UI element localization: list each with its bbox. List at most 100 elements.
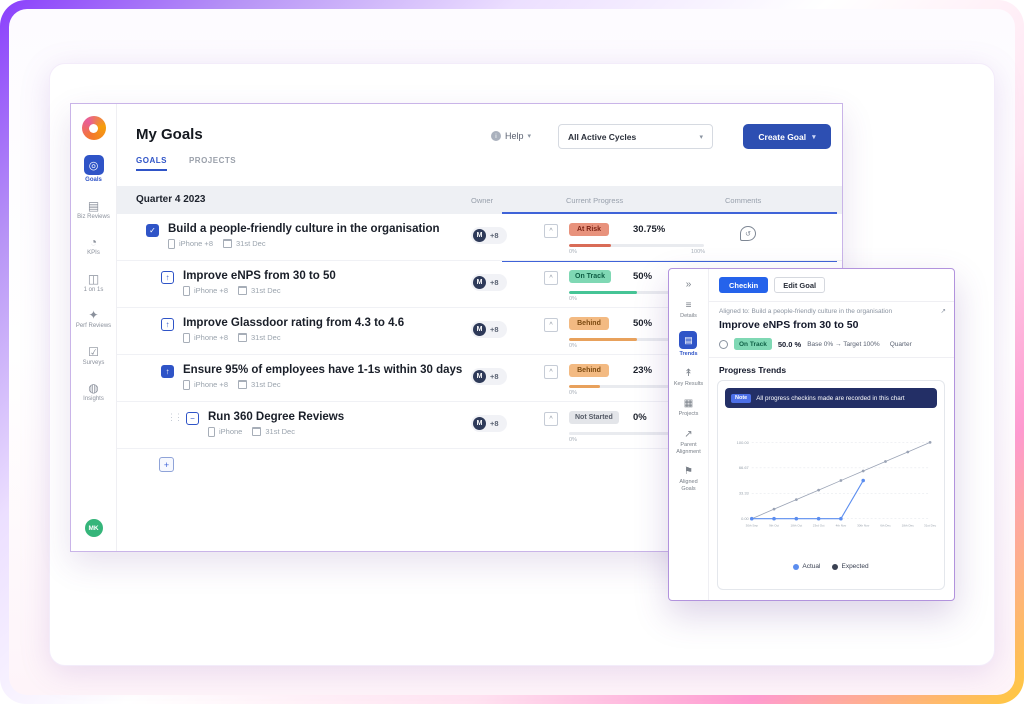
aligned-to-text[interactable]: Aligned to: Build a people-friendly cult… (719, 308, 892, 315)
sidebar-item-label: Perf Reviews (76, 323, 111, 331)
sidebar-item-goals[interactable]: ◎ Goals (71, 155, 116, 185)
rail-item-trends[interactable]: ▤ Trends (679, 331, 697, 358)
goal-meta-row: On Track 50.0 % Base 0% → Target 100% Qu… (719, 338, 954, 350)
open-parent-icon[interactable]: ↗ (941, 307, 946, 315)
avatar: M (473, 323, 486, 336)
goal-meta: iPhone +8 31st Dec (183, 333, 404, 343)
progress-percent: 0% (633, 412, 647, 423)
chevron-down-icon: ▾ (528, 132, 532, 140)
status-badge: Not Started (569, 411, 619, 424)
legend-label: Expected (841, 563, 868, 570)
key-result-icon: ↑ (161, 318, 174, 331)
scale-min-label: 0% (569, 343, 577, 349)
scale-min-label: 0% (569, 249, 577, 255)
rail-item-label: Aligned Goals (672, 479, 706, 493)
expand-progress-icon[interactable]: ^ (544, 271, 558, 285)
collapse-panel-icon[interactable]: » (686, 279, 692, 290)
device-label: iPhone (219, 427, 242, 436)
device-label: iPhone +8 (194, 286, 228, 295)
device-icon (183, 286, 190, 296)
sidebar-item-label: KPIs (87, 250, 100, 258)
rail-item-label: Parent Alignment (672, 442, 706, 456)
comment-icon[interactable]: ↺ (740, 226, 756, 241)
perf-review-icon: ✦ (88, 309, 98, 321)
owner-avatar-group[interactable]: M +8 (471, 274, 507, 291)
owner-avatar-group[interactable]: M +8 (471, 321, 507, 338)
goal-detail-panel: » ≡ Details ▤ Trends ↟ Key Results ▦ Pro… (668, 268, 955, 601)
progress-value: 50.0 % (778, 340, 801, 349)
due-date: 31st Dec (236, 239, 266, 248)
expand-progress-icon[interactable]: ^ (544, 412, 558, 426)
rail-item-details[interactable]: ≡ Details (680, 301, 697, 320)
chart-legend: Actual Expected (725, 563, 937, 570)
goal-title[interactable]: Improve Glassdoor rating from 4.3 to 4.6 (183, 317, 404, 330)
avatar: M (473, 229, 486, 242)
scale-max-label: 100% (691, 249, 705, 255)
rail-item-key-results[interactable]: ↟ Key Results (674, 369, 703, 388)
create-goal-button[interactable]: Create Goal ▾ (743, 124, 831, 149)
goal-title[interactable]: Ensure 95% of employees have 1-1s within… (183, 364, 462, 377)
status-badge: Behind (569, 364, 609, 377)
svg-text:6th Dec: 6th Dec (880, 524, 891, 528)
device-icon (183, 333, 190, 343)
cycle-group-title[interactable]: Quarter 4 2023 (136, 194, 206, 205)
cycle-text: Quarter (890, 341, 912, 348)
expand-progress-icon[interactable]: ^ (544, 318, 558, 332)
svg-text:9th Oct: 9th Oct (769, 524, 779, 528)
status-badge: On Track (734, 338, 772, 350)
svg-text:18th Oct: 18th Oct (791, 524, 803, 528)
expand-progress-icon[interactable]: ^ (544, 224, 558, 238)
column-header-owner: Owner (471, 196, 493, 205)
clock-icon (719, 340, 728, 349)
key-results-icon: ↟ (684, 369, 692, 379)
aligned-goals-icon: ⚑ (684, 467, 693, 477)
svg-text:30th Sep: 30th Sep (746, 524, 759, 528)
device-label: iPhone +8 (194, 380, 228, 389)
tab-bar: GOALS PROJECTS (136, 156, 236, 171)
edit-goal-button[interactable]: Edit Goal (774, 277, 825, 293)
survey-icon: ☑ (88, 346, 99, 358)
svg-text:23rd Oct: 23rd Oct (813, 524, 825, 528)
sidebar-item-surveys[interactable]: ☑ Surveys (71, 346, 116, 368)
add-goal-button[interactable]: + (159, 457, 174, 472)
drag-handle-icon[interactable]: ⋮⋮ (167, 412, 181, 423)
expand-progress-icon[interactable]: ^ (544, 365, 558, 379)
tab-projects[interactable]: PROJECTS (189, 156, 236, 171)
actual-dot-icon (793, 564, 799, 570)
key-result-icon: ↑ (161, 271, 174, 284)
owner-avatar-group[interactable]: M +8 (471, 415, 507, 432)
rail-item-projects[interactable]: ▦ Projects (679, 399, 699, 418)
sidebar-item-kpis[interactable]: ◔ KPIs (71, 236, 116, 258)
goal-title[interactable]: Improve eNPS from 30 to 50 (183, 270, 336, 283)
legend-actual[interactable]: Actual (793, 563, 820, 570)
legend-expected[interactable]: Expected (832, 563, 868, 570)
scale-min-label: 0% (569, 296, 577, 302)
rail-item-aligned-goals[interactable]: ⚑ Aligned Goals (672, 467, 706, 493)
cycle-filter-select[interactable]: All Active Cycles ▾ (558, 124, 713, 149)
rail-item-parent-alignment[interactable]: ↗ Parent Alignment (672, 430, 706, 456)
sidebar-item-perf-reviews[interactable]: ✦ Perf Reviews (71, 309, 116, 331)
help-label: Help (505, 131, 524, 141)
panel-content: Checkin Edit Goal Aligned to: Build a pe… (709, 269, 954, 600)
owner-avatar-group[interactable]: M +8 (471, 227, 507, 244)
help-menu[interactable]: i Help ▾ (491, 131, 531, 141)
sidebar-item-biz-reviews[interactable]: ▤ Biz Reviews (71, 200, 116, 222)
calendar-icon (238, 380, 247, 389)
sidebar-item-label: Surveys (83, 360, 105, 368)
sidebar-item-label: Biz Reviews (77, 214, 110, 222)
avatar: M (473, 370, 486, 383)
sidebar-item-insights[interactable]: ◍ Insights (71, 382, 116, 404)
scale-min-label: 0% (569, 390, 577, 396)
goal-title[interactable]: Build a people-friendly culture in the o… (168, 223, 440, 236)
panel-rail: » ≡ Details ▤ Trends ↟ Key Results ▦ Pro… (669, 269, 709, 600)
user-avatar[interactable]: MK (85, 519, 103, 537)
brand-logo[interactable] (82, 116, 106, 140)
column-header-progress: Current Progress (566, 196, 623, 205)
progress-bar (569, 244, 704, 247)
tab-goals[interactable]: GOALS (136, 156, 167, 171)
checkin-button[interactable]: Checkin (719, 277, 768, 293)
owner-avatar-group[interactable]: M +8 (471, 368, 507, 385)
svg-text:66.67: 66.67 (739, 465, 749, 470)
sidebar-item-1-on-1s[interactable]: ◫ 1 on 1s (71, 273, 116, 295)
goal-title[interactable]: Run 360 Degree Reviews (208, 411, 344, 424)
